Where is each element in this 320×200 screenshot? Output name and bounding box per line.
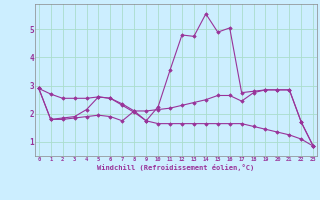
X-axis label: Windchill (Refroidissement éolien,°C): Windchill (Refroidissement éolien,°C) (97, 164, 255, 171)
